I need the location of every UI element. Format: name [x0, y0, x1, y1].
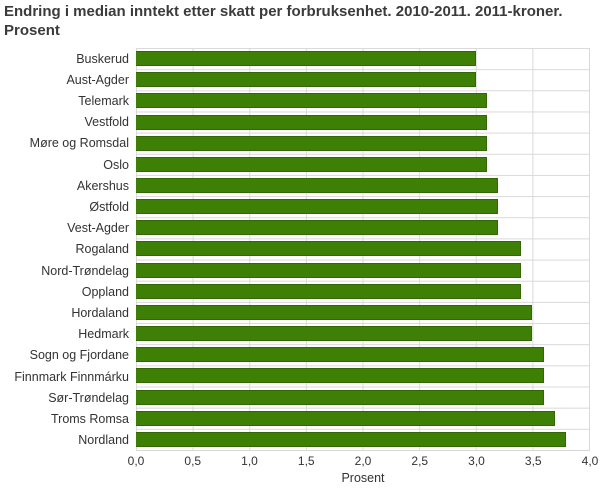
category-label: Oppland: [81, 284, 129, 299]
x-axis-ticks: 0,0 0,5 1,0 1,5 2,0 2,5 3,0 3,5 4,0: [128, 454, 599, 470]
bar-row: [136, 133, 589, 154]
bar-row: [136, 90, 589, 111]
bar-row: [136, 365, 589, 386]
category-label: Østfold: [89, 200, 129, 215]
bar-row: [136, 154, 589, 175]
x-tick-label: 1,0: [241, 454, 258, 468]
bar[interactable]: [136, 178, 499, 194]
bar[interactable]: [136, 410, 556, 426]
category-axis-labels: Buskerud Aust-Agder Telemark Vestfold Møre o…: [0, 48, 136, 451]
bar[interactable]: [136, 304, 533, 320]
bar[interactable]: [136, 93, 488, 109]
category-label: Hedmark: [78, 327, 129, 342]
x-tick-label: 2,5: [411, 454, 429, 468]
bar[interactable]: [136, 431, 567, 447]
category-label: Sogn og Fjordane: [29, 348, 129, 363]
bar-row: [136, 429, 589, 450]
category-label: Møre og Romsdal: [29, 136, 129, 151]
bar-row: [136, 217, 589, 238]
bar[interactable]: [136, 114, 488, 130]
bar-row: [136, 281, 589, 302]
category-label: Vestfold: [84, 115, 129, 130]
category-label: Akershus: [76, 178, 129, 193]
x-tick-label: 2,0: [354, 454, 372, 468]
bar[interactable]: [136, 389, 544, 405]
bar-row: [136, 408, 589, 429]
x-tick-label: 0,5: [184, 454, 202, 468]
x-axis-label: Prosent: [341, 471, 385, 485]
x-tick-label: 3,5: [524, 454, 542, 468]
chart-title: Endring i median inntekt etter skatt per…: [4, 2, 608, 40]
bar-chart: Buskerud Aust-Agder Telemark Vestfold Møre o…: [0, 48, 610, 485]
x-tick-label: 1,5: [297, 454, 315, 468]
bar-row: [136, 302, 589, 323]
bar-row: [136, 175, 589, 196]
category-label: Sør-Trøndelag: [48, 390, 129, 405]
bar-row: [136, 111, 589, 132]
category-label: Buskerud: [76, 51, 129, 66]
bar-row: [136, 238, 589, 259]
category-label: Troms Romsa: [50, 412, 129, 427]
bar[interactable]: [136, 72, 476, 88]
bar-row: [136, 344, 589, 365]
bar[interactable]: [136, 199, 499, 215]
plot-area: [136, 48, 590, 451]
category-label: Nord-Trøndelag: [41, 263, 129, 278]
chart-title-line-2: Prosent: [4, 22, 60, 39]
bar[interactable]: [136, 156, 488, 172]
x-tick-label: 4,0: [581, 454, 599, 468]
category-label: Vest-Agder: [67, 221, 129, 236]
bar-row: [136, 323, 589, 344]
category-label: Telemark: [78, 94, 129, 108]
bar-row: [136, 387, 589, 408]
bar-row: [136, 48, 589, 69]
category-label: Nordland: [78, 433, 129, 448]
category-label: Hordaland: [71, 306, 129, 321]
bar[interactable]: [136, 51, 476, 67]
bar[interactable]: [136, 283, 522, 299]
bar-row: [136, 69, 589, 90]
chart-title-line-1: Endring i median inntekt etter skatt per…: [4, 3, 563, 20]
category-label: Oslo: [103, 157, 129, 172]
x-tick-label: 0,0: [127, 454, 145, 468]
bar-row: [136, 260, 589, 281]
category-label: Rogaland: [75, 242, 129, 257]
bar[interactable]: [136, 262, 522, 278]
bar[interactable]: [136, 326, 533, 342]
bar[interactable]: [136, 368, 544, 384]
plot-wrap: 0,0 0,5 1,0 1,5 2,0 2,5 3,0 3,5 4,0 Prosent: [128, 48, 599, 485]
bar-row: [136, 196, 589, 217]
category-label: Finnmark Finnmárku: [14, 369, 129, 384]
bar[interactable]: [136, 241, 522, 257]
category-label: Aust-Agder: [66, 72, 129, 87]
x-tick-label: 3,0: [468, 454, 485, 468]
bar[interactable]: [136, 347, 544, 363]
bar[interactable]: [136, 135, 488, 151]
bar[interactable]: [136, 220, 499, 236]
